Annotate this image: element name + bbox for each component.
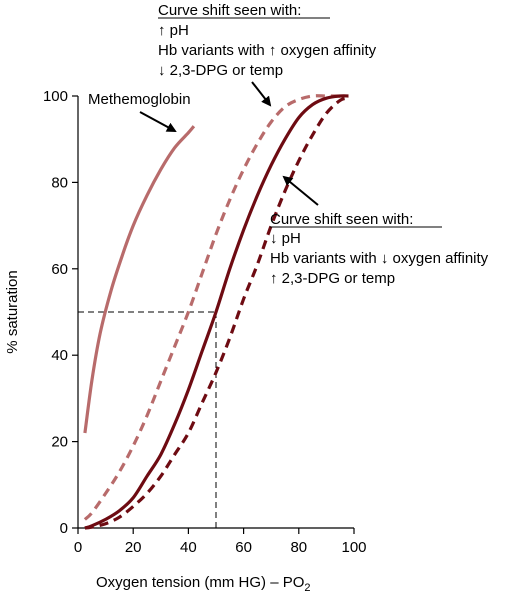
left-shift-heading: Curve shift seen with: <box>158 2 301 19</box>
curve-normal <box>84 94 349 530</box>
left-shift-line-1: ↑ pH <box>158 22 189 39</box>
x-axis-title: Oxygen tension (mm HG) – PO2 <box>96 574 311 594</box>
curve-methemoglobin <box>83 125 196 434</box>
y-tick-label: 60 <box>51 261 68 278</box>
curve-right-shift <box>84 96 349 530</box>
right-shift-arrow <box>282 175 319 206</box>
methemoglobin-arrow <box>139 111 177 132</box>
y-tick-label: 80 <box>51 174 68 191</box>
y-tick-label: 40 <box>51 347 68 364</box>
y-tick-label: 100 <box>43 88 68 105</box>
x-ticks: 0 20 40 60 80 100 <box>74 528 367 556</box>
x-tick-label: 20 <box>125 539 142 556</box>
methemoglobin-label: Methemoglobin <box>88 91 191 108</box>
x-tick-label: 40 <box>180 539 197 556</box>
x-axis-title-subscript: 2 <box>304 582 310 594</box>
y-axis-title: % saturation <box>4 270 21 353</box>
right-shift-line-2: Hb variants with ↓ oxygen affinity <box>270 250 489 267</box>
curves <box>83 94 349 530</box>
left-shift-arrow <box>251 81 272 107</box>
right-shift-line-3: ↑ 2,3-DPG or temp <box>270 270 395 287</box>
y-tick-label: 20 <box>51 434 68 451</box>
x-tick-label: 100 <box>341 539 366 556</box>
x-axis-title-main: Oxygen tension (mm HG) – PO <box>96 574 304 591</box>
x-tick-label: 60 <box>235 539 252 556</box>
left-shift-line-3: ↓ 2,3-DPG or temp <box>158 62 283 79</box>
y-tick-label: 0 <box>60 520 68 537</box>
x-tick-label: 0 <box>74 539 82 556</box>
x-tick-label: 80 <box>290 539 307 556</box>
y-ticks: 0 20 40 60 80 100 <box>43 88 78 537</box>
curve-left-shift <box>83 94 341 521</box>
right-shift-heading: Curve shift seen with: <box>270 211 413 228</box>
right-shift-line-1: ↓ pH <box>270 230 301 247</box>
left-shift-line-2: Hb variants with ↑ oxygen affinity <box>158 42 377 59</box>
